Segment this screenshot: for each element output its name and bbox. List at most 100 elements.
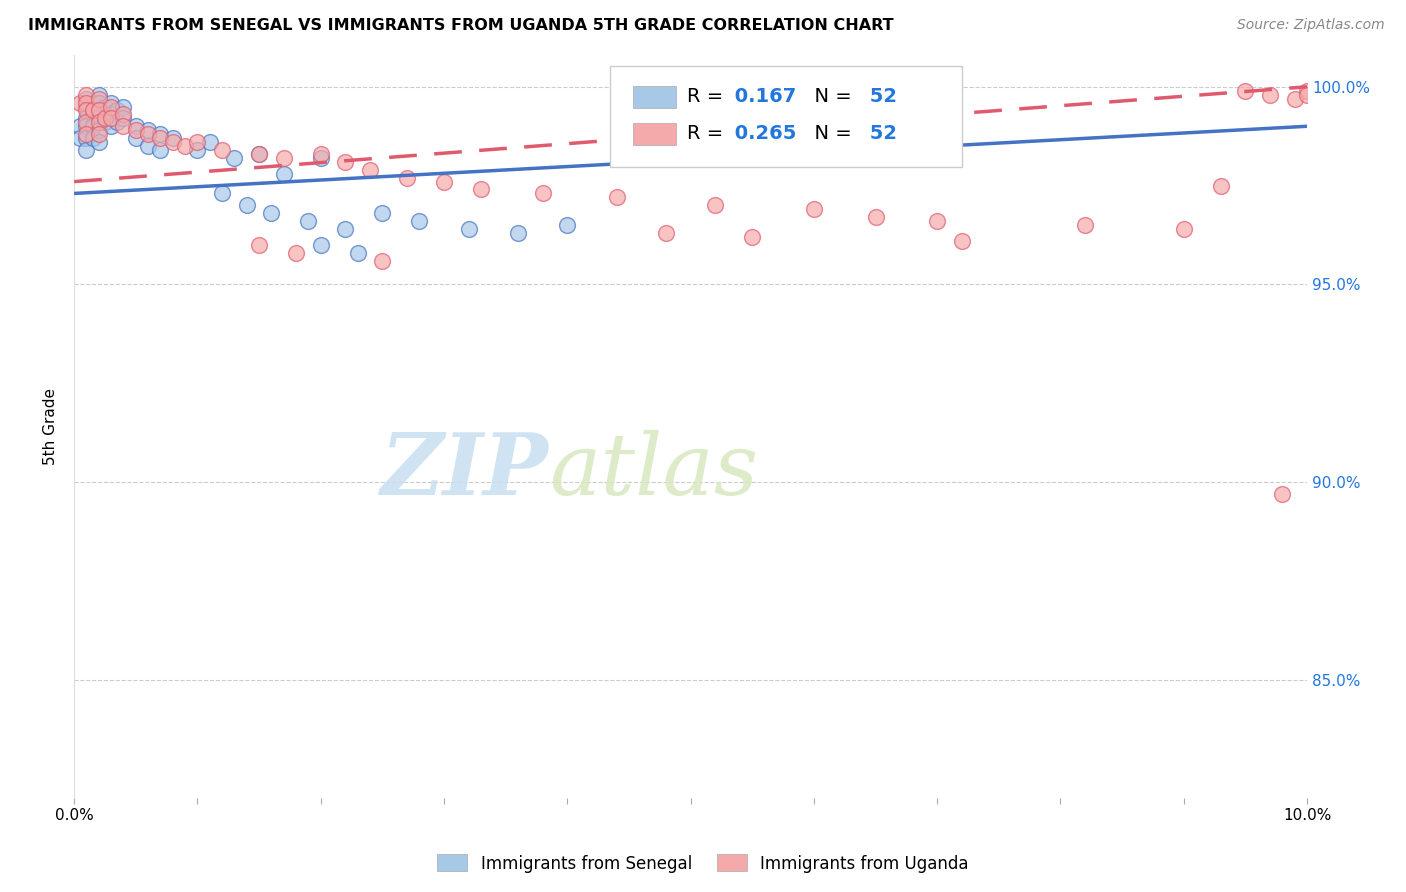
Point: [273, 151, 295, 165]
Point: [1296, 84, 1319, 98]
Point: [457, 222, 479, 236]
Point: [950, 234, 973, 248]
Point: [1074, 218, 1097, 232]
Point: [273, 167, 295, 181]
FancyBboxPatch shape: [633, 123, 676, 145]
Point: [704, 198, 727, 212]
Point: [1209, 178, 1232, 193]
Point: [247, 147, 270, 161]
Point: [87, 123, 110, 137]
Point: [1284, 92, 1306, 106]
Point: [198, 135, 221, 149]
Point: [69, 131, 91, 145]
Point: [82, 120, 104, 134]
Point: [87, 127, 110, 141]
Point: [87, 115, 110, 129]
Point: [136, 139, 159, 153]
Point: [69, 95, 91, 110]
Text: 0.167: 0.167: [727, 87, 796, 106]
Point: [346, 245, 368, 260]
Point: [1173, 222, 1195, 236]
Point: [125, 120, 148, 134]
Point: [125, 123, 148, 137]
Point: [149, 127, 172, 141]
Legend: Immigrants from Senegal, Immigrants from Uganda: Immigrants from Senegal, Immigrants from…: [430, 847, 976, 880]
Point: [655, 226, 678, 240]
Point: [309, 237, 332, 252]
Point: [75, 115, 97, 129]
Point: [87, 92, 110, 106]
Point: [136, 123, 159, 137]
Point: [260, 206, 283, 220]
Point: [606, 190, 628, 204]
Text: R =: R =: [688, 124, 730, 144]
Point: [1296, 87, 1319, 102]
FancyBboxPatch shape: [610, 66, 962, 167]
Point: [136, 127, 159, 141]
Point: [69, 120, 91, 134]
Point: [1258, 87, 1281, 102]
Point: [82, 107, 104, 121]
Point: [149, 143, 172, 157]
Text: 0.265: 0.265: [727, 124, 796, 144]
Point: [87, 112, 110, 126]
Text: N =: N =: [801, 124, 858, 144]
Point: [87, 103, 110, 118]
Point: [371, 253, 394, 268]
Point: [211, 186, 233, 201]
Point: [162, 131, 184, 145]
Point: [75, 112, 97, 126]
Point: [371, 206, 394, 220]
Point: [100, 112, 122, 126]
Text: N =: N =: [801, 87, 858, 106]
Point: [75, 143, 97, 157]
Point: [927, 214, 949, 228]
Point: [224, 151, 246, 165]
Point: [335, 154, 357, 169]
Point: [865, 210, 887, 224]
Point: [75, 92, 97, 106]
Y-axis label: 5th Grade: 5th Grade: [44, 388, 58, 465]
Point: [94, 115, 117, 129]
Point: [309, 151, 332, 165]
Point: [162, 135, 184, 149]
Point: [112, 107, 135, 121]
Point: [75, 99, 97, 113]
Point: [297, 214, 319, 228]
Text: IMMIGRANTS FROM SENEGAL VS IMMIGRANTS FROM UGANDA 5TH GRADE CORRELATION CHART: IMMIGRANTS FROM SENEGAL VS IMMIGRANTS FR…: [28, 18, 894, 33]
Point: [395, 170, 418, 185]
Text: atlas: atlas: [548, 430, 758, 513]
Point: [247, 147, 270, 161]
Point: [112, 112, 135, 126]
Point: [75, 103, 97, 118]
Point: [433, 175, 456, 189]
Point: [100, 99, 122, 113]
Point: [112, 120, 135, 134]
Point: [1234, 84, 1257, 98]
Point: [82, 103, 104, 118]
Text: Source: ZipAtlas.com: Source: ZipAtlas.com: [1237, 18, 1385, 32]
Point: [105, 103, 128, 118]
Point: [335, 222, 357, 236]
Point: [1271, 487, 1294, 501]
Point: [100, 107, 122, 121]
Point: [82, 131, 104, 145]
Point: [87, 103, 110, 118]
Point: [75, 127, 97, 141]
Point: [82, 95, 104, 110]
Point: [112, 99, 135, 113]
Point: [75, 95, 97, 110]
Text: R =: R =: [688, 87, 730, 106]
Point: [741, 230, 763, 244]
Point: [87, 95, 110, 110]
Text: 52: 52: [863, 124, 897, 144]
Point: [174, 139, 197, 153]
Point: [87, 135, 110, 149]
Point: [105, 115, 128, 129]
Point: [803, 202, 825, 217]
Point: [235, 198, 257, 212]
Point: [186, 135, 208, 149]
Point: [75, 87, 97, 102]
Point: [359, 162, 381, 177]
Point: [285, 245, 308, 260]
